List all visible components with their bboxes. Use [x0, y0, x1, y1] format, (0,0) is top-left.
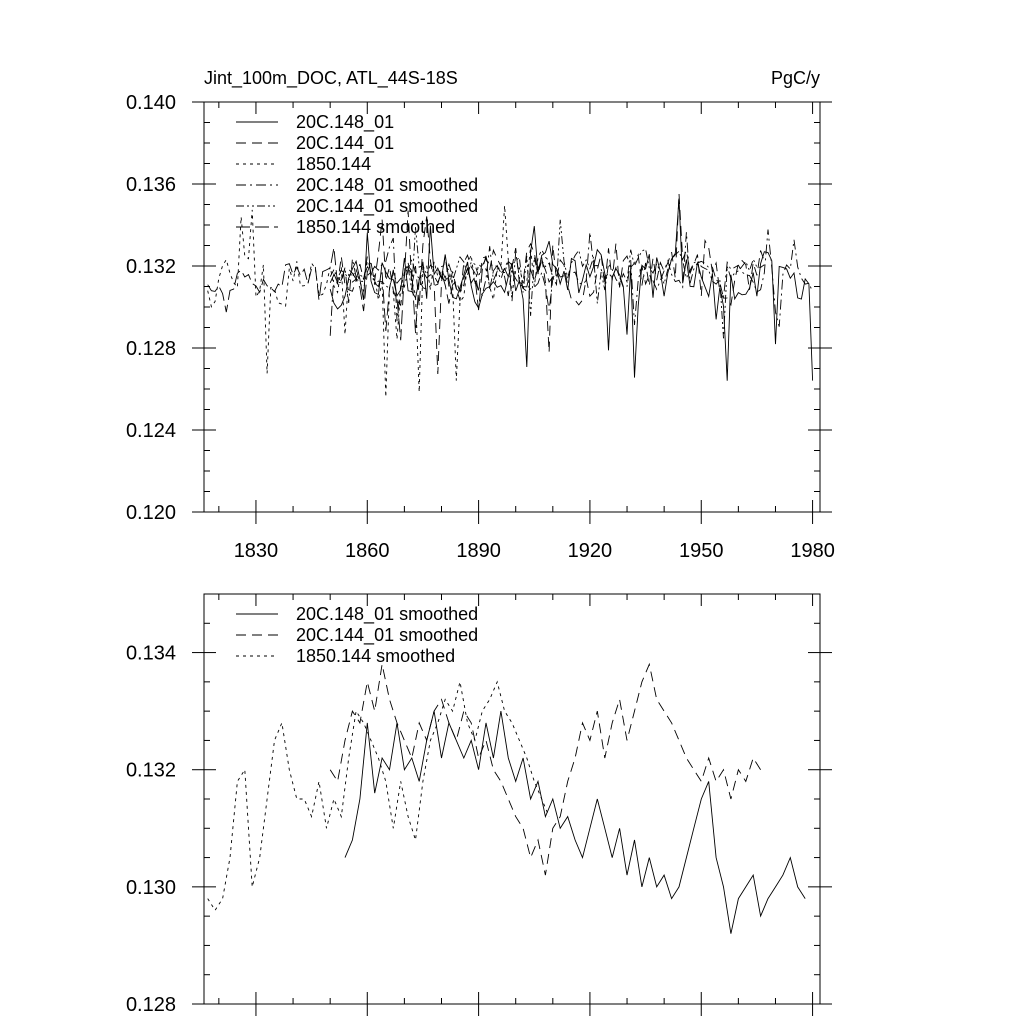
- y-tick-label: 0.128: [126, 994, 176, 1016]
- series-line-20c-144-01-smoothed: [329, 219, 765, 339]
- chart-units: PgC/y: [771, 68, 820, 88]
- chart-title: Jint_100m_DOC, ATL_44S-18S: [204, 68, 458, 89]
- series-line-1850-144-smoothed: [207, 680, 550, 912]
- series-line-20c-148-01-smoothed: [329, 229, 814, 336]
- y-tick-label: 0.128: [126, 338, 176, 360]
- series-line-1850-144-smoothed: [207, 247, 554, 341]
- series-line-20c-148-01: [329, 198, 814, 381]
- x-tick-label: 1890: [456, 540, 501, 562]
- x-tick-label: 1860: [345, 540, 390, 562]
- y-tick-label: 0.132: [126, 256, 176, 278]
- legend-label-20c-144-01: 20C.144_01: [296, 133, 394, 154]
- y-tick-label: 0.140: [126, 92, 176, 114]
- y-tick-label: 0.124: [126, 420, 176, 442]
- y-tick-label: 0.136: [126, 174, 176, 196]
- axis-ticks-bottom: 0.128 0.130 0.132 0.134: [126, 593, 832, 1016]
- series-line-1850-144: [207, 205, 554, 398]
- legend-label-20c-148-01: 20C.148_01: [296, 112, 394, 133]
- x-tick-label: 1830: [234, 540, 279, 562]
- series-line-20c-148-01-smoothed: [344, 710, 806, 934]
- legend-label-1850-144-smoothed: 1850.144 smoothed: [296, 646, 455, 666]
- legend-label-20c-148-01-smoothed: 20C.148_01 smoothed: [296, 175, 478, 196]
- y-tick-label: 0.120: [126, 502, 176, 524]
- legend-label-20c-144-01-smoothed: 20C.144_01 smoothed: [296, 196, 478, 217]
- series-line-20c-144-01-smoothed: [329, 662, 761, 876]
- legend-label-20c-144-01-smoothed: 20C.144_01 smoothed: [296, 625, 478, 646]
- x-tick-label: 1980: [790, 540, 835, 562]
- series-line-20c-144-01: [329, 193, 765, 375]
- y-tick-label: 0.134: [126, 643, 176, 665]
- legend-label-20c-148-01-smoothed: 20C.148_01 smoothed: [296, 604, 478, 625]
- series-group-bottom: [207, 662, 806, 934]
- x-tick-label: 1950: [679, 540, 724, 562]
- y-tick-label: 0.132: [126, 760, 176, 782]
- series-group-top: [207, 193, 814, 398]
- y-tick-label: 0.130: [126, 877, 176, 899]
- x-tick-label: 1920: [568, 540, 613, 562]
- chart-panel-top: Jint_100m_DOC, ATL_44S-18S PgC/y 1830 186…: [126, 68, 835, 562]
- legend-label-1850-144-smoothed: 1850.144 smoothed: [296, 217, 455, 237]
- legend-label-1850-144: 1850.144: [296, 154, 371, 174]
- axis-ticks-top: 1830 1860 1890 1920 1950 1980 0.120 0.124 0.128 0…: [126, 92, 835, 562]
- chart-panel-bottom: 0.128 0.130 0.132 0.134 20C.148_01 smoothed…: [126, 593, 832, 1016]
